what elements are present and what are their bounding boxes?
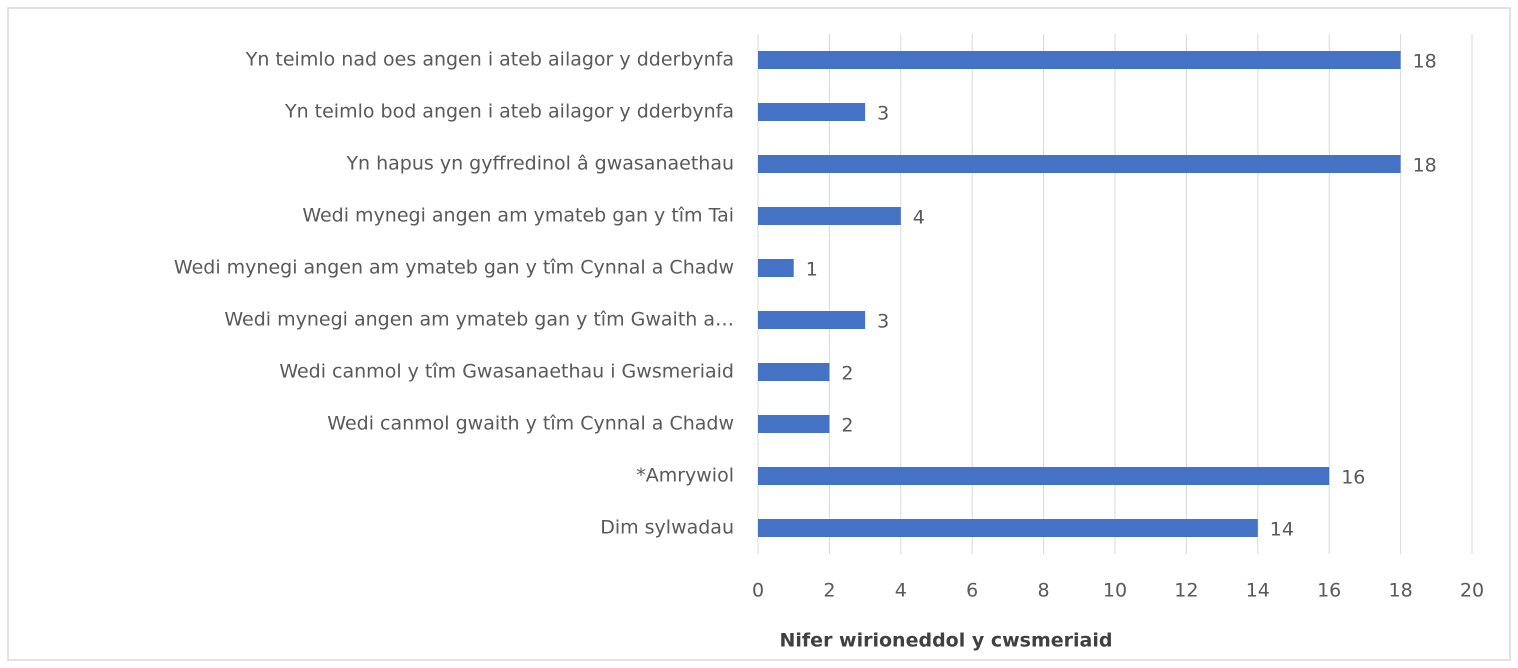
bar: [758, 51, 1401, 69]
y-tick-label: Wedi mynegi angen am ymateb gan y tîm Cy…: [174, 257, 734, 279]
data-label: 3: [877, 103, 889, 125]
y-tick-label: Yn teimlo nad oes angen i ateb ailagor y…: [245, 49, 734, 71]
y-tick-label: Dim sylwadau: [600, 517, 734, 539]
x-tick-label: 2: [823, 580, 835, 602]
data-label: 2: [841, 415, 853, 437]
data-label: 14: [1270, 519, 1294, 541]
x-tick-label: 6: [966, 580, 978, 602]
y-tick-label: *Amrywiol: [636, 465, 734, 487]
x-tick-label: 10: [1103, 580, 1127, 602]
x-tick-label: 4: [895, 580, 907, 602]
x-tick-label: 18: [1389, 580, 1413, 602]
bar: [758, 519, 1258, 537]
bar: [758, 103, 866, 121]
data-label: 18: [1413, 155, 1437, 177]
x-tick-label: 16: [1317, 580, 1341, 602]
bar: [758, 155, 1401, 173]
y-tick-label: Wedi mynegi angen am ymateb gan y tîm Gw…: [224, 309, 734, 331]
x-axis-title: Nifer wirioneddol y cwsmeriaid: [780, 630, 1113, 652]
data-label: 4: [913, 207, 925, 229]
y-tick-label: Wedi canmol y tîm Gwasanaethau i Gwsmeri…: [279, 361, 734, 383]
y-tick-label: Yn hapus yn gyffredinol â gwasanaethau: [345, 153, 734, 175]
y-tick-label: Wedi mynegi angen am ymateb gan y tîm Ta…: [302, 205, 734, 227]
data-label: 16: [1341, 467, 1365, 489]
y-tick-label: Yn teimlo bod angen i ateb ailagor y dde…: [284, 101, 734, 123]
bar: [758, 467, 1330, 485]
x-tick-label: 0: [752, 580, 764, 602]
data-label: 3: [877, 311, 889, 333]
bar: [758, 207, 901, 225]
bar: [758, 363, 830, 381]
x-tick-label: 14: [1246, 580, 1270, 602]
x-tick-label: 12: [1174, 580, 1198, 602]
bar: [758, 415, 830, 433]
data-label: 18: [1413, 51, 1437, 73]
data-label: 1: [806, 259, 818, 281]
bar: [758, 259, 794, 277]
x-tick-label: 8: [1038, 580, 1050, 602]
data-label: 2: [841, 363, 853, 385]
bar: [758, 311, 866, 329]
x-tick-label: 20: [1460, 580, 1484, 602]
y-tick-label: Wedi canmol gwaith y tîm Cynnal a Chadw: [327, 413, 734, 435]
